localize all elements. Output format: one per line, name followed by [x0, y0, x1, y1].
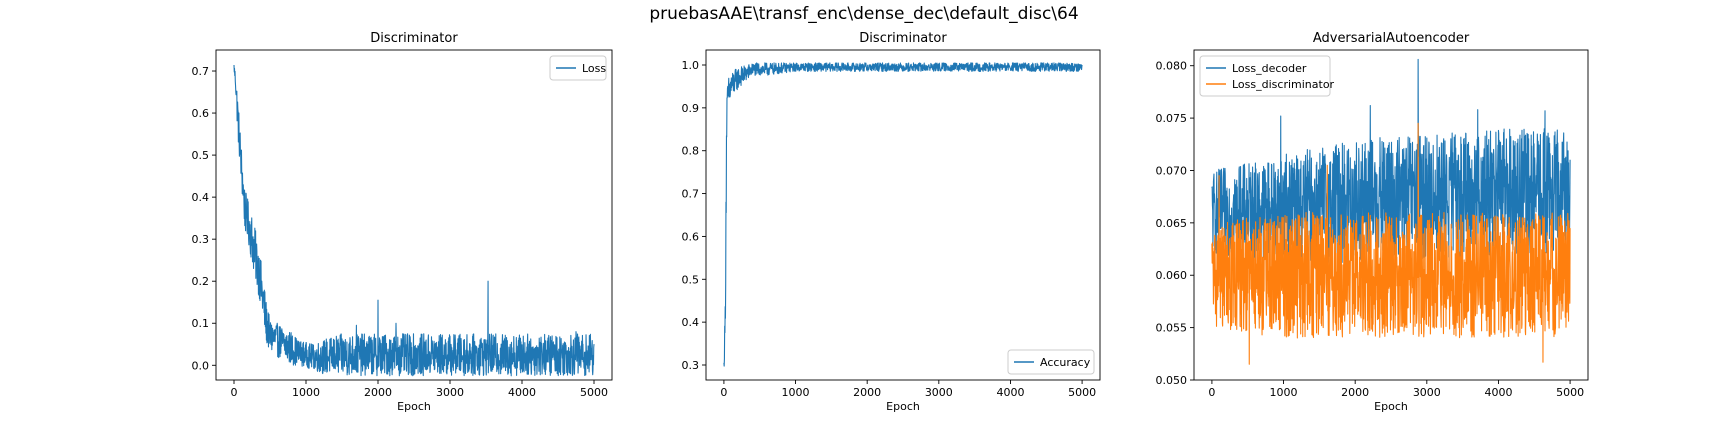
series-line-Loss [233, 64, 595, 377]
x-tick-label: 0 [231, 386, 238, 399]
axes-frame [705, 49, 1101, 381]
subplot-1: Discriminator 0 1000 2000 3000 4000 5000 0.0 0.1… [192, 31, 613, 413]
axes-frame [215, 49, 613, 381]
legend: Loss_decoder Loss_discriminator [1199, 55, 1335, 97]
y-tick-label: 0.3 [682, 359, 700, 372]
series-line-Loss_discriminator [1211, 122, 1571, 365]
x-tick-label: 1000 [292, 386, 320, 399]
y-tick-label: 0.9 [682, 102, 700, 115]
x-tick-label: 4000 [996, 386, 1024, 399]
x-axis-label: Epoch [1374, 400, 1408, 413]
y-tick-label: 0.1 [192, 317, 210, 330]
y-tick-label: 1.0 [682, 59, 700, 72]
y-tick-label: 0.5 [192, 149, 210, 162]
x-tick-label: 0 [1208, 386, 1215, 399]
series-line-Loss_decoder [1211, 58, 1571, 263]
y-tick-label: 0.050 [1156, 374, 1188, 387]
y-tick-label: 0.070 [1156, 164, 1188, 177]
y-tick-label: 0.2 [192, 275, 210, 288]
y-tick-label: 0.3 [192, 233, 210, 246]
y-tick-label: 0.0 [192, 359, 210, 372]
legend-box [1199, 55, 1331, 97]
y-tick-label: 0.4 [192, 191, 210, 204]
x-axis-label: Epoch [886, 400, 920, 413]
x-tick-label: 0 [720, 386, 727, 399]
y-tick-label: 0.065 [1156, 217, 1188, 230]
x-tick-label: 5000 [1556, 386, 1584, 399]
x-tick-label: 1000 [1270, 386, 1298, 399]
subplot-3: AdversarialAutoencoder 0 1000 2000 3000 4000 5… [1156, 31, 1589, 413]
y-tick-label: 0.7 [192, 65, 210, 78]
subplot-2: Discriminator 0 1000 2000 3000 4000 5000 0.3 0.4… [682, 31, 1101, 413]
series-line-Accuracy [723, 62, 1083, 367]
y-tick-label: 0.055 [1156, 322, 1188, 335]
y-tick-label: 0.6 [192, 107, 210, 120]
x-tick-label: 1000 [782, 386, 810, 399]
x-tick-label: 5000 [1068, 386, 1096, 399]
x-tick-label: 2000 [1341, 386, 1369, 399]
legend-box [549, 55, 607, 81]
y-tick-label: 0.060 [1156, 269, 1188, 282]
x-tick-label: 4000 [1484, 386, 1512, 399]
axes-frame [1193, 49, 1589, 381]
x-tick-label: 4000 [508, 386, 536, 399]
subplot-title: Discriminator [859, 31, 947, 46]
y-tick-label: 0.075 [1156, 112, 1188, 125]
legend-label: Loss_discriminator [1232, 78, 1335, 91]
x-tick-label: 3000 [1413, 386, 1441, 399]
y-tick-label: 0.5 [682, 273, 700, 286]
y-tick-label: 0.4 [682, 316, 700, 329]
legend-label: Loss_decoder [1232, 62, 1307, 75]
x-tick-label: 3000 [925, 386, 953, 399]
y-tick-label: 0.080 [1156, 60, 1188, 73]
legend-label: Accuracy [1040, 356, 1091, 369]
x-tick-label: 3000 [436, 386, 464, 399]
legend-label: Loss [582, 62, 606, 75]
figure-title: pruebasAAE\transf_enc\dense_dec\default_… [649, 4, 1079, 24]
legend: Loss [549, 55, 607, 81]
x-tick-label: 2000 [364, 386, 392, 399]
subplot-title: Discriminator [370, 31, 458, 46]
y-tick-label: 0.8 [682, 145, 700, 158]
x-axis-label: Epoch [397, 400, 431, 413]
y-tick-label: 0.6 [682, 230, 700, 243]
x-tick-label: 2000 [853, 386, 881, 399]
subplot-title: AdversarialAutoencoder [1313, 31, 1470, 46]
legend-box [1007, 349, 1095, 375]
x-tick-label: 5000 [580, 386, 608, 399]
y-tick-label: 0.7 [682, 188, 700, 201]
legend: Accuracy [1007, 349, 1095, 375]
